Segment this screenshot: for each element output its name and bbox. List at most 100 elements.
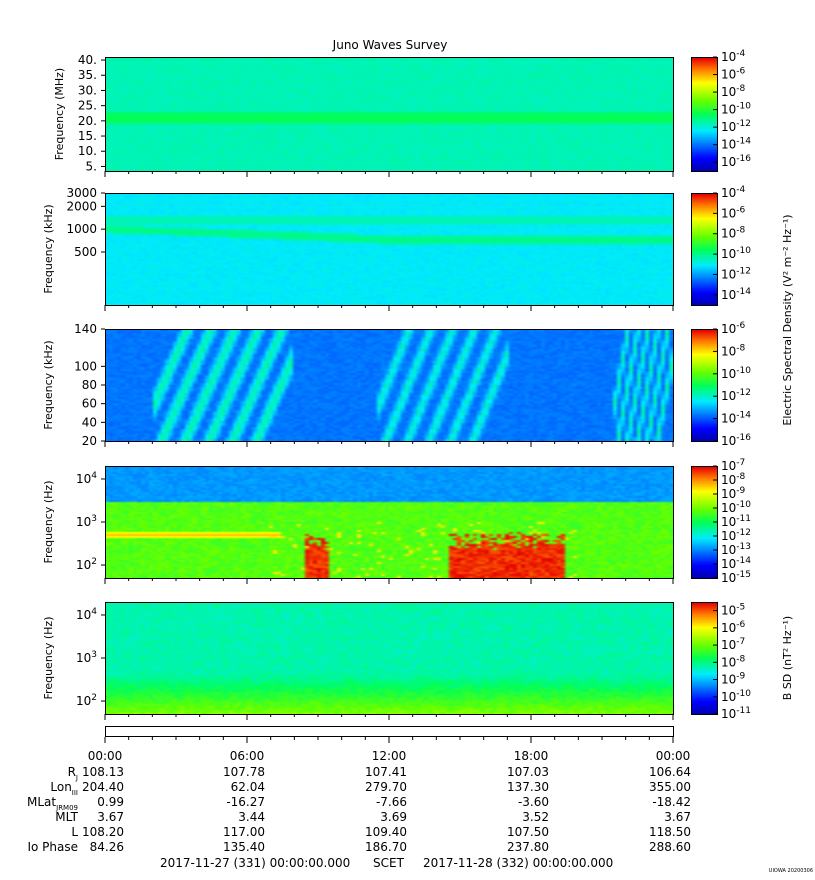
colorbar-swatch	[691, 119, 717, 123]
colorbar-swatch	[691, 630, 717, 633]
y-tick-label: 102	[76, 557, 97, 572]
colorbar-swatch	[691, 615, 717, 618]
colorbar-swatch	[691, 665, 717, 668]
y-axis-label: Frequency (kHz)	[42, 204, 55, 293]
colorbar-swatch	[691, 83, 717, 87]
colorbar-swatch	[691, 403, 717, 407]
colorbar-swatch	[691, 301, 717, 304]
colorbar-swatch	[691, 163, 717, 166]
y-tick-label: 104	[76, 607, 97, 622]
colorbar-swatch	[691, 72, 717, 75]
colorbar-swatch	[691, 650, 717, 653]
y-tick-label: 40.	[78, 53, 97, 67]
y-tick-label: 15.	[78, 129, 97, 143]
colorbar-swatch	[691, 654, 717, 657]
ephemeris-value: 107.03	[507, 765, 549, 779]
colorbar-tick-label: 10-12	[721, 388, 751, 403]
time-label: 12:00	[372, 749, 407, 763]
footer-scet-label: SCET	[373, 856, 405, 870]
colorbar-swatch	[691, 557, 717, 560]
colorbar-swatch	[691, 194, 717, 198]
colorbar-swatch	[691, 538, 717, 542]
colorbar-swatch	[691, 57, 717, 60]
colorbar-swatch	[691, 165, 717, 168]
colorbar-swatch	[691, 531, 717, 534]
colorbar-swatch	[691, 330, 717, 334]
y-tick-label: 500	[74, 245, 97, 259]
colorbar-swatch	[691, 674, 717, 678]
colorbar-swatch	[691, 499, 717, 503]
colorbar-swatch	[691, 70, 717, 73]
colorbar-swatch	[691, 544, 717, 547]
colorbar-swatch	[691, 398, 717, 401]
colorbar-swatch	[691, 572, 717, 575]
y-tick-label: 5.	[86, 159, 97, 173]
colorbar-swatch	[691, 133, 717, 136]
colorbar-swatch	[691, 215, 717, 218]
colorbar-swatch	[691, 388, 717, 392]
colorbar-swatch	[691, 161, 717, 164]
colorbar-swatch	[691, 508, 717, 512]
ephemeris-value: 117.00	[223, 825, 265, 839]
colorbar-swatch	[691, 106, 717, 109]
colorbar-swatch	[691, 258, 717, 261]
spectrogram-panel-4: 104 103 102 Frequency (Hz) 10-710-810-910-10…	[42, 458, 751, 585]
colorbar-swatch	[691, 148, 717, 151]
colorbar-swatch	[691, 550, 717, 553]
colorbar-swatch	[691, 686, 717, 689]
colorbar-swatch	[691, 153, 717, 157]
colorbar-swatch	[691, 146, 717, 149]
colorbar-swatch	[691, 439, 717, 442]
ephemeris-value: 204.40	[82, 780, 124, 794]
colorbar-swatch	[691, 68, 717, 71]
colorbar-swatch	[691, 381, 717, 384]
ephemeris-value: 108.20	[82, 825, 124, 839]
colorbar-swatch	[691, 217, 717, 220]
colorbar-swatch	[691, 427, 717, 431]
colorbar-frame	[691, 602, 718, 715]
colorbar-swatch	[691, 349, 717, 352]
ephemeris-row-label: RJ	[68, 765, 78, 782]
colorbar-swatch	[691, 167, 717, 170]
ephemeris-value: 62.04	[231, 780, 265, 794]
ephemeris-row-label: L	[71, 825, 78, 839]
colorbar-swatch	[691, 710, 717, 713]
colorbar-swatch	[691, 112, 717, 115]
colorbar-swatch	[691, 250, 717, 254]
colorbar-swatch	[691, 355, 717, 358]
colorbar-swatch	[691, 678, 717, 681]
colorbar-swatch	[691, 418, 717, 422]
colorbar-swatch	[691, 340, 717, 343]
colorbar-swatch	[691, 345, 717, 349]
y-tick-label: 102	[76, 693, 97, 708]
colorbar-swatch	[691, 368, 717, 371]
colorbar-swatch	[691, 574, 717, 577]
colorbar-swatch	[691, 332, 717, 336]
colorbar-swatch	[691, 520, 717, 523]
colorbar-swatch	[691, 297, 717, 300]
colorbar-swatch	[691, 303, 717, 306]
colorbar-4: 10-710-810-910-1010-1110-1210-1310-1410-…	[691, 458, 751, 585]
colorbar-swatch	[691, 338, 717, 341]
colorbar-tick-label: 10-10	[721, 102, 751, 117]
colorbar-swatch	[691, 81, 717, 85]
colorbar-swatch	[691, 680, 717, 683]
colorbar-swatch	[691, 708, 717, 711]
colorbar-2: 10-4 10-6 10-8 10-10 10-12 10-14 Electric Spec…	[691, 185, 794, 426]
colorbar-swatch	[691, 563, 717, 566]
colorbar-swatch	[691, 518, 717, 521]
colorbar-3: 10-6 10-8 10-10 10-12 10-14 10-16	[691, 321, 751, 448]
colorbar-swatch	[691, 278, 717, 282]
colorbar-swatch	[691, 656, 717, 659]
chart-title: Juno Waves Survey	[332, 38, 448, 52]
colorbar-swatch	[691, 299, 717, 302]
colorbar-swatch	[691, 104, 717, 107]
ephemeris-value: 84.26	[90, 840, 124, 854]
colorbar-swatch	[691, 691, 717, 695]
colorbar-tick-label: 10-10	[721, 689, 751, 704]
colorbar-swatch	[691, 607, 717, 611]
colorbar-swatch	[691, 243, 717, 246]
